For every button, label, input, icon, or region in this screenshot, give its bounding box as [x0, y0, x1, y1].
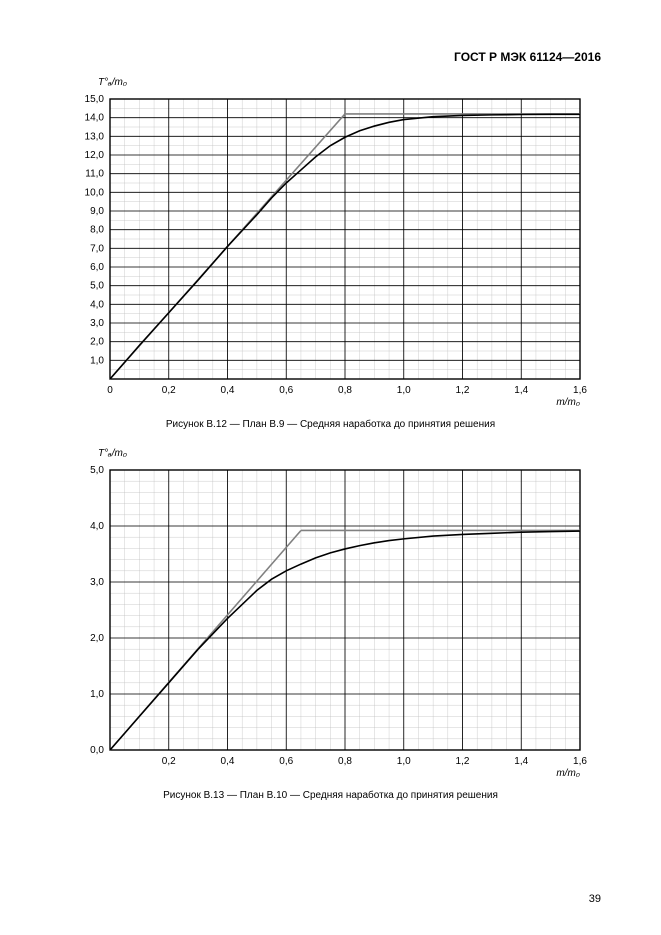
- svg-text:12,0: 12,0: [85, 150, 105, 161]
- svg-text:13,0: 13,0: [85, 131, 105, 142]
- svg-text:15,0: 15,0: [85, 94, 105, 105]
- svg-text:0,6: 0,6: [279, 756, 293, 767]
- svg-text:14,0: 14,0: [85, 113, 105, 124]
- svg-text:1,4: 1,4: [514, 756, 528, 767]
- svg-text:0,2: 0,2: [162, 385, 176, 396]
- document-header: ГОСТ Р МЭК 61124—2016: [60, 50, 601, 64]
- svg-text:m/m₀: m/m₀: [556, 397, 580, 408]
- svg-text:m/m₀: m/m₀: [556, 768, 580, 779]
- svg-text:2,0: 2,0: [90, 633, 104, 644]
- chart2-caption: Рисунок В.13 — План В.10 — Средняя нараб…: [60, 790, 601, 801]
- svg-text:0,4: 0,4: [221, 385, 235, 396]
- svg-text:0,8: 0,8: [338, 756, 352, 767]
- svg-text:1,0: 1,0: [90, 355, 104, 366]
- svg-text:11,0: 11,0: [85, 169, 104, 180]
- svg-text:1,2: 1,2: [456, 756, 470, 767]
- svg-text:5,0: 5,0: [90, 465, 104, 476]
- svg-text:0,2: 0,2: [162, 756, 176, 767]
- chart-b12: T°ₐ/m₀ 00,20,40,60,81,01,21,41,61,02,03,…: [60, 89, 601, 409]
- page: ГОСТ Р МЭК 61124—2016 T°ₐ/m₀ 00,20,40,60…: [0, 0, 661, 935]
- svg-text:0,6: 0,6: [279, 385, 293, 396]
- chart1-svg: 0 0,2 0,4 0,6 0,8 1,0 1,2 1,4 1,6 1,0 2,0 3,0 4,0 5,0…: [60, 89, 600, 409]
- chart-b13: T°ₐ/m₀ 0,20,40,60,81,01,21,41,60,01,02,0…: [60, 460, 601, 780]
- chart2-svg: 0,2 0,4 0,6 0,8 1,0 1,2 1,4 1,6 0,0 1,0 2,0 3,0 4,0 5…: [60, 460, 600, 780]
- svg-text:1,0: 1,0: [397, 385, 411, 396]
- svg-text:7,0: 7,0: [90, 243, 104, 254]
- svg-text:4,0: 4,0: [90, 521, 104, 532]
- chart1-caption: Рисунок В.12 — План В.9 — Средняя нарабо…: [60, 419, 601, 430]
- svg-text:1,4: 1,4: [514, 385, 528, 396]
- svg-text:6,0: 6,0: [90, 262, 104, 273]
- svg-text:0,0: 0,0: [90, 745, 104, 756]
- svg-text:4,0: 4,0: [90, 299, 104, 310]
- svg-text:8,0: 8,0: [90, 225, 104, 236]
- svg-text:2,0: 2,0: [90, 337, 104, 348]
- svg-text:1,6: 1,6: [573, 385, 587, 396]
- svg-text:1,0: 1,0: [397, 756, 411, 767]
- page-number: 39: [589, 893, 601, 905]
- svg-text:10,0: 10,0: [85, 187, 105, 198]
- svg-text:1,2: 1,2: [456, 385, 470, 396]
- svg-text:1,0: 1,0: [90, 689, 104, 700]
- svg-text:3,0: 3,0: [90, 577, 104, 588]
- svg-text:1,6: 1,6: [573, 756, 587, 767]
- chart1-y-axis-title: T°ₐ/m₀: [98, 77, 127, 88]
- svg-text:3,0: 3,0: [90, 318, 104, 329]
- chart2-y-axis-title: T°ₐ/m₀: [98, 448, 127, 459]
- svg-text:9,0: 9,0: [90, 206, 104, 217]
- svg-text:5,0: 5,0: [90, 281, 104, 292]
- svg-text:0: 0: [107, 385, 113, 396]
- svg-text:0,4: 0,4: [221, 756, 235, 767]
- svg-text:0,8: 0,8: [338, 385, 352, 396]
